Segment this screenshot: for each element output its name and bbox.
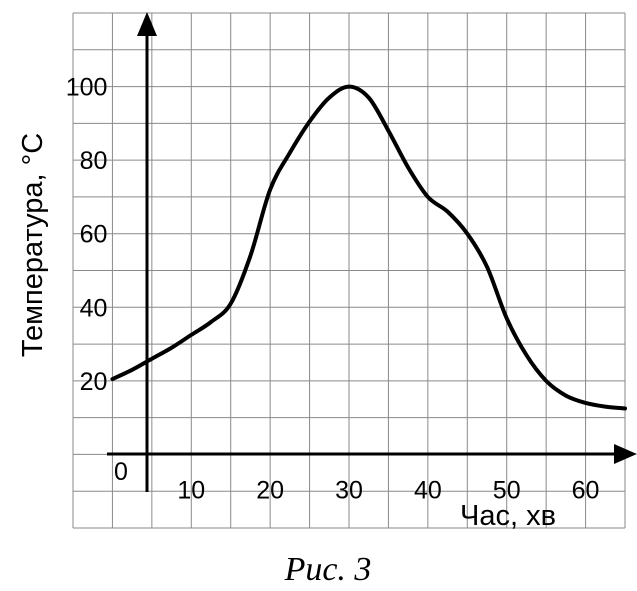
x-tick-label: 50 bbox=[493, 476, 521, 504]
x-axis-label: Час, хв bbox=[460, 500, 556, 532]
x-tick-label: 40 bbox=[414, 476, 442, 504]
y-tick-label: 100 bbox=[66, 74, 108, 102]
x-tick-label: 60 bbox=[572, 476, 600, 504]
tick-labels: 10 20 30 40 50 60 20 40 60 80 100 bbox=[66, 74, 600, 505]
y-axis-label: Температура, °С bbox=[17, 133, 49, 357]
x-axis-arrow-icon bbox=[614, 444, 637, 464]
y-tick-label: 20 bbox=[80, 368, 108, 396]
y-axis-arrow-icon bbox=[137, 12, 157, 36]
origin-label: 0 bbox=[114, 458, 128, 486]
x-tick-label: 30 bbox=[335, 476, 363, 504]
grid bbox=[72, 12, 626, 529]
axes bbox=[107, 12, 637, 492]
figure-caption: Рис. 3 bbox=[284, 551, 372, 588]
x-tick-label: 20 bbox=[256, 476, 284, 504]
y-tick-label: 60 bbox=[80, 221, 108, 249]
temperature-curve bbox=[110, 84, 627, 411]
series-layer bbox=[110, 84, 627, 411]
y-tick-label: 40 bbox=[80, 294, 108, 322]
x-tick-label: 10 bbox=[177, 476, 205, 504]
y-tick-label: 80 bbox=[80, 147, 108, 175]
